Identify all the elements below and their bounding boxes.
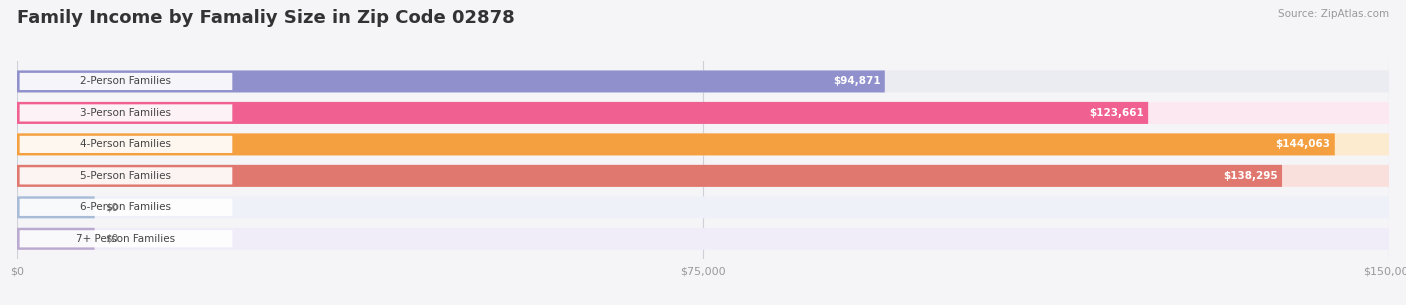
Text: 4-Person Families: 4-Person Families xyxy=(80,139,172,149)
FancyBboxPatch shape xyxy=(17,165,1389,187)
FancyBboxPatch shape xyxy=(17,165,1282,187)
FancyBboxPatch shape xyxy=(17,70,884,92)
Text: $138,295: $138,295 xyxy=(1223,171,1278,181)
Text: 5-Person Families: 5-Person Families xyxy=(80,171,172,181)
FancyBboxPatch shape xyxy=(20,167,232,185)
FancyBboxPatch shape xyxy=(17,102,1389,124)
FancyBboxPatch shape xyxy=(17,133,1334,156)
Text: Family Income by Famaliy Size in Zip Code 02878: Family Income by Famaliy Size in Zip Cod… xyxy=(17,9,515,27)
Text: $123,661: $123,661 xyxy=(1090,108,1144,118)
FancyBboxPatch shape xyxy=(17,133,1389,156)
FancyBboxPatch shape xyxy=(17,196,1389,218)
FancyBboxPatch shape xyxy=(20,230,232,247)
Text: 3-Person Families: 3-Person Families xyxy=(80,108,172,118)
FancyBboxPatch shape xyxy=(17,70,1389,92)
FancyBboxPatch shape xyxy=(20,136,232,153)
Text: 6-Person Families: 6-Person Families xyxy=(80,202,172,212)
Text: Source: ZipAtlas.com: Source: ZipAtlas.com xyxy=(1278,9,1389,19)
FancyBboxPatch shape xyxy=(20,199,232,216)
FancyBboxPatch shape xyxy=(17,102,1149,124)
Text: 2-Person Families: 2-Person Families xyxy=(80,77,172,86)
FancyBboxPatch shape xyxy=(20,104,232,121)
Text: $144,063: $144,063 xyxy=(1275,139,1330,149)
Text: $0: $0 xyxy=(105,202,118,212)
Text: $94,871: $94,871 xyxy=(832,77,880,86)
Text: 7+ Person Families: 7+ Person Families xyxy=(76,234,176,244)
FancyBboxPatch shape xyxy=(17,196,94,218)
FancyBboxPatch shape xyxy=(17,228,94,250)
FancyBboxPatch shape xyxy=(17,228,1389,250)
FancyBboxPatch shape xyxy=(20,73,232,90)
Text: $0: $0 xyxy=(105,234,118,244)
